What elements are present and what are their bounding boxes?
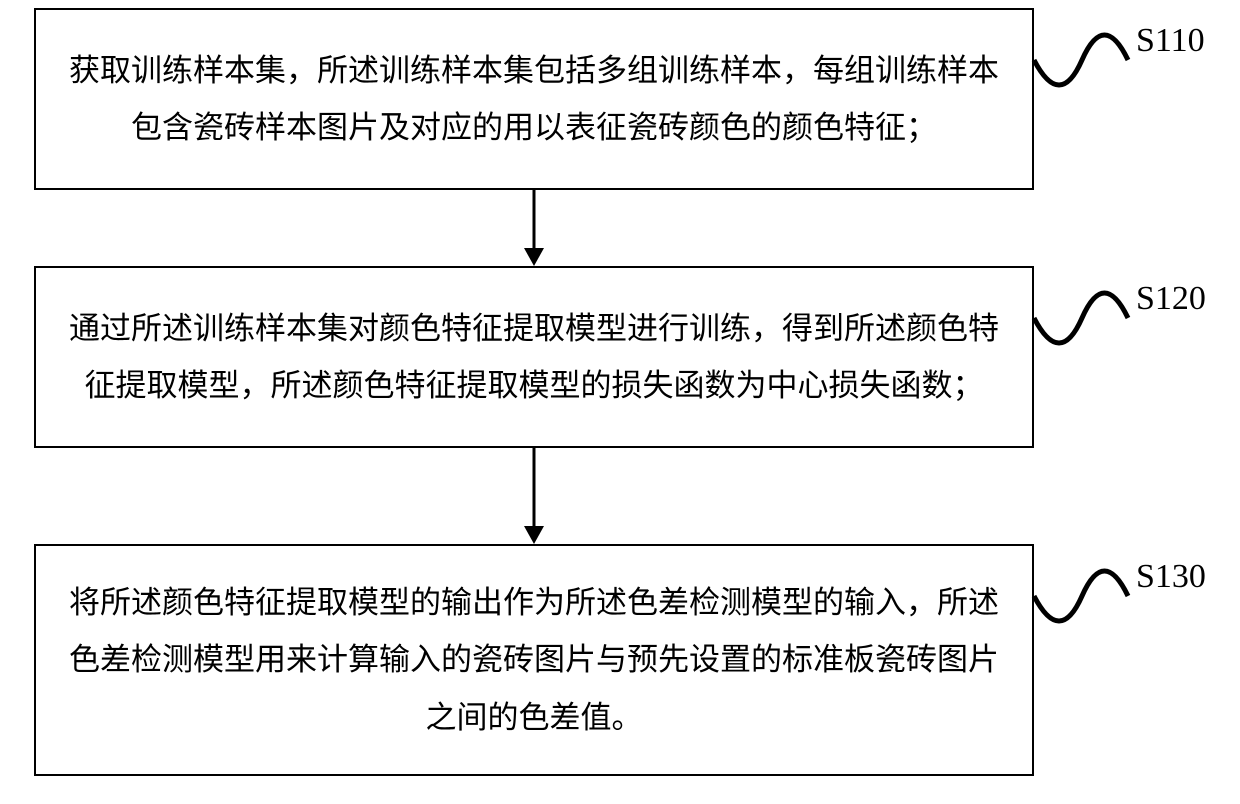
flowchart-container: 获取训练样本集，所述训练样本集包括多组训练样本，每组训练样本包含瓷砖样本图片及对… xyxy=(0,0,1240,804)
connector-s130 xyxy=(0,0,1240,720)
step-label-s130: S130 xyxy=(1136,558,1206,596)
